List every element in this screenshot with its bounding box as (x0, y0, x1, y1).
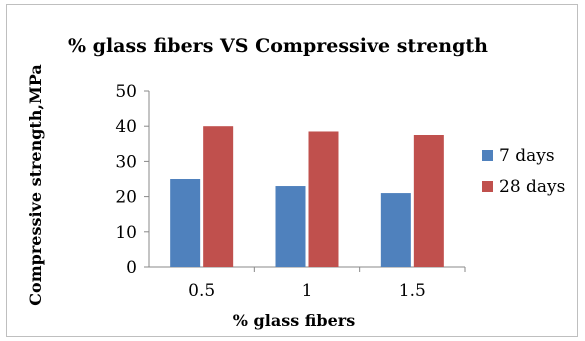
y-tick-label: 10 (115, 223, 137, 243)
bar-chart: % glass fibers VS Compressive strength C… (26, 35, 565, 330)
bar-28-days-0_5 (203, 126, 234, 267)
bar-28-days-1 (308, 131, 339, 267)
y-tick-label: 20 (115, 188, 137, 208)
y-tick-label: 30 (115, 152, 137, 172)
legend: 7 days 28 days (482, 146, 565, 197)
bar-7-days-1_5 (380, 193, 411, 267)
legend-swatch (482, 181, 493, 192)
y-tick-label: 50 (115, 82, 137, 102)
plot-area: 0 10 20 30 40 50 0.5 1 1.5 (115, 82, 466, 301)
x-tick-label: 0.5 (188, 281, 215, 301)
y-axis-title: Compressive strength,MPa (26, 64, 45, 305)
legend-swatch (482, 150, 493, 161)
legend-label: 7 days (499, 146, 555, 166)
bar-7-days-1 (275, 186, 306, 267)
chart-frame: % glass fibers VS Compressive strength C… (6, 4, 578, 337)
x-tick-label: 1.5 (399, 281, 426, 301)
x-tick-label: 1 (302, 281, 313, 301)
y-tick-label: 0 (126, 258, 137, 278)
chart-title: % glass fibers VS Compressive strength (68, 35, 488, 57)
bar-7-days-0_5 (170, 179, 201, 267)
y-tick-label: 40 (115, 117, 137, 137)
legend-label: 28 days (499, 177, 565, 197)
x-axis-title: % glass fibers (233, 311, 355, 330)
bar-28-days-1_5 (413, 135, 444, 267)
